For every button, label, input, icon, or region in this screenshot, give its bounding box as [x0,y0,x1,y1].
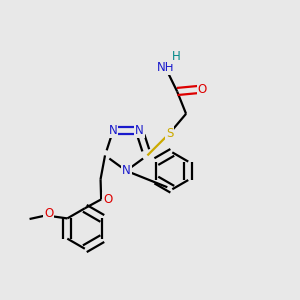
Text: N: N [122,164,130,177]
Text: S: S [166,127,173,140]
Text: H: H [172,50,181,63]
Text: O: O [44,207,53,220]
Text: O: O [198,82,207,96]
Text: NH: NH [157,61,174,74]
Text: N: N [135,124,144,137]
Text: N: N [109,124,118,137]
Text: O: O [103,193,112,206]
